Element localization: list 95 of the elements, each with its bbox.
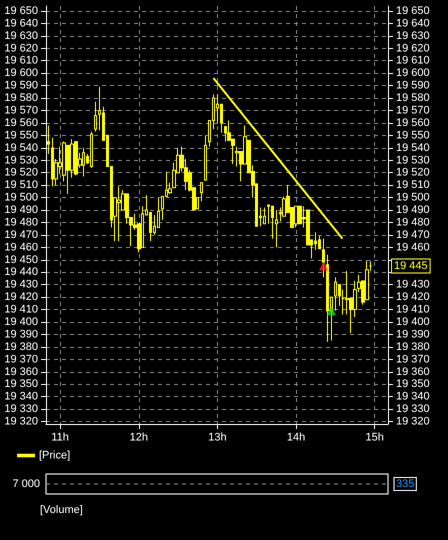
y-tick-label: 19 500 bbox=[4, 192, 38, 204]
y-tick-label: 19 510 bbox=[4, 179, 38, 192]
y-tick-label: 19 550 bbox=[4, 129, 38, 142]
y2-tick-label: 19 430 bbox=[396, 278, 430, 291]
y-tick-label: 19 610 bbox=[4, 54, 38, 67]
y-tick-label: 19 350 bbox=[4, 378, 38, 390]
y2-tick-label: 19 390 bbox=[396, 328, 430, 340]
x-tick-label: 12h bbox=[130, 432, 148, 444]
y-tick-label: 19 570 bbox=[4, 104, 38, 116]
candlestick bbox=[365, 260, 369, 300]
x-tick-label: 11h bbox=[51, 432, 69, 444]
text: 19 445 bbox=[394, 260, 428, 272]
candlestick bbox=[74, 141, 78, 176]
y-tick-label: 19 640 bbox=[4, 17, 38, 30]
y2-tick-label: 19 350 bbox=[396, 378, 430, 390]
x-tick-label: 15h bbox=[365, 432, 384, 444]
y-tick-label: 19 400 bbox=[4, 316, 38, 328]
y2-tick-label: 19 580 bbox=[396, 92, 430, 104]
y-tick-label: 19 380 bbox=[4, 340, 38, 353]
y2-tick-label: 19 600 bbox=[396, 67, 430, 80]
y2-tick-label: 19 500 bbox=[396, 192, 430, 204]
y-tick-label: 19 320 bbox=[4, 416, 38, 428]
y-tick-label: 19 540 bbox=[4, 142, 38, 154]
y-tick-label: 19 390 bbox=[4, 328, 38, 340]
y2-tick-label: 19 370 bbox=[396, 353, 430, 366]
y2-tick-label: 19 540 bbox=[396, 142, 430, 154]
y2-tick-label: 19 480 bbox=[396, 216, 430, 228]
y2-tick-label: 19 620 bbox=[396, 42, 430, 54]
y2-tick-label: 19 410 bbox=[396, 304, 430, 316]
y-tick-label: 19 410 bbox=[4, 304, 38, 316]
candlestick bbox=[82, 147, 85, 177]
text: 335 bbox=[396, 478, 414, 490]
y-tick-label: 19 620 bbox=[4, 42, 38, 54]
y2-tick-label: 19 570 bbox=[396, 104, 430, 116]
y-tick-label: 19 490 bbox=[4, 204, 38, 216]
y2-tick-label: 19 650 bbox=[396, 4, 430, 17]
y-tick-label: 19 450 bbox=[4, 254, 38, 266]
y-tick-label: 19 560 bbox=[4, 116, 38, 129]
candlestick bbox=[275, 210, 278, 248]
y-tick-label: 19 340 bbox=[4, 390, 38, 403]
y2-tick-label: 19 470 bbox=[396, 228, 430, 241]
y-tick-label: 19 440 bbox=[4, 266, 38, 278]
y-tick-label: 19 650 bbox=[4, 4, 38, 17]
y-tick-label: 19 630 bbox=[4, 30, 38, 42]
candlestick bbox=[294, 206, 298, 228]
x-tick-label: 13h bbox=[208, 432, 227, 444]
y2-tick-label: 19 330 bbox=[396, 403, 430, 416]
y2-tick-label: 19 510 bbox=[396, 179, 430, 192]
y2-tick-label: 19 340 bbox=[396, 390, 430, 403]
candlestick bbox=[117, 186, 121, 242]
y-tick-label: 19 480 bbox=[4, 216, 38, 228]
y-tick-label: 19 530 bbox=[4, 154, 38, 166]
candlestick bbox=[94, 101, 97, 132]
y2-tick-label: 19 420 bbox=[396, 291, 430, 304]
y2-tick-label: 19 460 bbox=[396, 241, 430, 254]
y-tick-label: 19 420 bbox=[4, 291, 38, 304]
candlestick bbox=[47, 124, 50, 155]
y-tick-label: 19 460 bbox=[4, 241, 38, 254]
candlestick bbox=[90, 131, 93, 168]
candlestick bbox=[200, 182, 203, 202]
y2-tick-label: 19 520 bbox=[396, 166, 430, 179]
y-tick-label: 19 370 bbox=[4, 353, 38, 366]
candlestick bbox=[318, 236, 321, 250]
candlestick bbox=[326, 254, 329, 342]
y2-tick-label: 19 590 bbox=[396, 80, 430, 92]
candlestick bbox=[204, 134, 207, 181]
candlestick bbox=[51, 137, 54, 187]
y-tick-label: 19 600 bbox=[4, 67, 38, 80]
y2-tick-label: 19 490 bbox=[396, 204, 430, 216]
y2-tick-label: 19 550 bbox=[396, 129, 430, 142]
y2-tick-label: 19 610 bbox=[396, 54, 430, 67]
legend-label: [Price] bbox=[39, 450, 70, 462]
y-tick-label: 19 470 bbox=[4, 228, 38, 241]
text: [Volume] bbox=[40, 504, 83, 516]
y-tick-label: 19 430 bbox=[4, 278, 38, 291]
text: 7 000 bbox=[12, 478, 40, 490]
y2-tick-label: 19 530 bbox=[396, 154, 430, 166]
y-tick-label: 19 580 bbox=[4, 92, 38, 104]
y2-tick-label: 19 400 bbox=[396, 316, 430, 328]
y2-tick-label: 19 360 bbox=[396, 366, 430, 378]
x-tick-label: 14h bbox=[286, 432, 306, 444]
candlestick bbox=[322, 238, 325, 278]
y-tick-label: 19 520 bbox=[4, 166, 38, 179]
y2-tick-label: 19 380 bbox=[396, 340, 430, 353]
y2-tick-label: 19 630 bbox=[396, 30, 430, 42]
candlestick bbox=[271, 206, 274, 240]
candlestick bbox=[263, 207, 266, 224]
y2-tick-label: 19 320 bbox=[396, 416, 430, 428]
y2-tick-label: 19 560 bbox=[396, 116, 430, 129]
y-tick-label: 19 330 bbox=[4, 403, 38, 416]
candlestick bbox=[298, 206, 302, 224]
y-tick-label: 19 360 bbox=[4, 366, 38, 378]
y-tick-label: 19 590 bbox=[4, 80, 38, 92]
candlestick bbox=[334, 276, 337, 312]
y2-tick-label: 19 640 bbox=[396, 17, 430, 30]
